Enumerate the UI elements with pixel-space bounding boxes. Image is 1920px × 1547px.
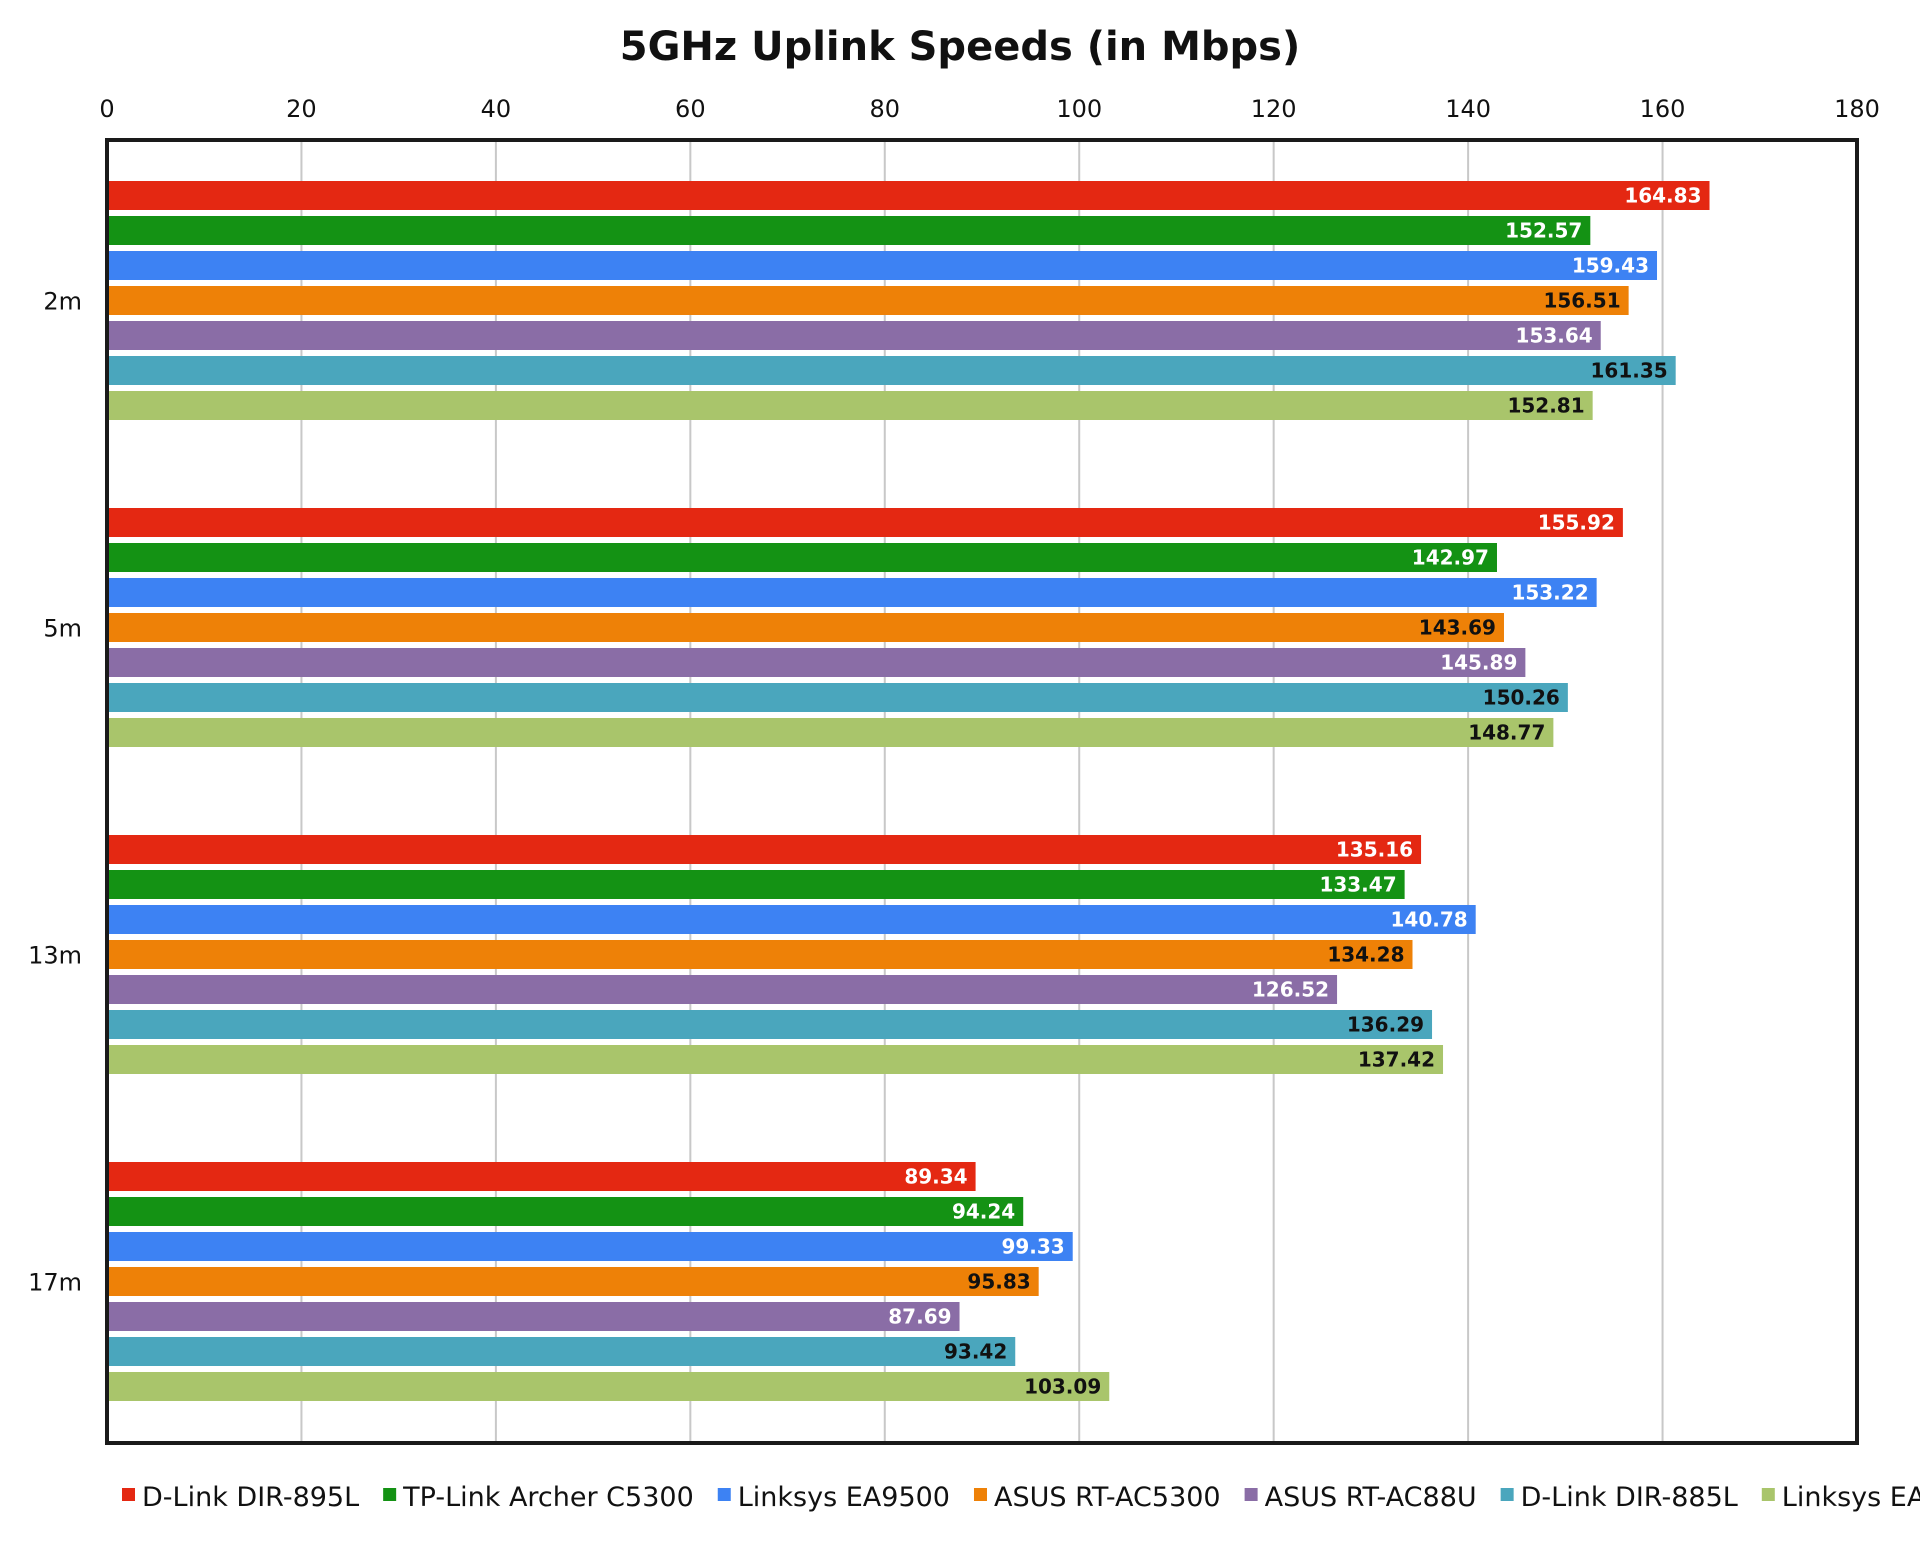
x-tick-label: 60 [675,95,706,123]
bar-value-label: 94.24 [952,1200,1015,1224]
bar [109,1010,1433,1039]
bar-value-label: 95.83 [967,1270,1030,1294]
bars: 164.83 152.57 159.43 156.51 153.64 161.35152.… [109,181,1710,1401]
bar [109,975,1338,1004]
bar-value-label: 155.92 [1538,511,1615,535]
bar [109,718,1554,747]
bar [109,1197,1024,1226]
bar-value-label: 164.83 [1624,184,1701,208]
x-axis-ticks: 0 20 40 60 80 100 120 140 160 180 [99,95,1880,123]
bar-value-label: 103.09 [1024,1375,1101,1399]
bar-value-label: 145.89 [1440,651,1517,675]
bar [109,216,1591,245]
bar-value-label: 135.16 [1336,838,1413,862]
bar [109,543,1497,572]
bar-value-label: 140.78 [1391,908,1468,932]
legend-swatch [122,1488,135,1501]
bar-value-label: 133.47 [1319,873,1396,897]
bar [109,1302,960,1331]
bar-value-label: 152.57 [1505,219,1582,243]
legend-entry: ASUS RT-AC5300 [994,1482,1221,1513]
bar [109,508,1623,537]
bar [109,356,1676,385]
bar-value-label: 136.29 [1347,1013,1424,1037]
legend: D-Link DIR-895L TP-Link Archer C5300 Links… [122,1482,1920,1513]
bar [109,1267,1039,1296]
category-label: 13m [28,942,82,970]
bar [109,835,1422,864]
bar-value-label: 89.34 [904,1165,967,1189]
legend-swatch [973,1488,987,1501]
legend-swatch [1761,1488,1775,1501]
legend-entry: D-Link DIR-895L [142,1482,359,1513]
bar-value-label: 159.43 [1572,254,1649,278]
bar [109,870,1405,899]
category-label: 5m [43,615,82,643]
category-label: 17m [28,1269,82,1297]
legend-entry: TP-Link Archer C5300 [402,1482,694,1513]
legend-swatch [717,1488,731,1501]
bar-value-label: 152.81 [1507,394,1584,418]
x-tick-label: 40 [481,95,512,123]
bar [109,1162,976,1191]
bar-value-label: 143.69 [1419,616,1496,640]
x-tick-label: 20 [286,95,317,123]
bar [109,321,1601,350]
legend-entry: ASUS RT-AC88U [1265,1482,1477,1513]
bar [109,251,1658,280]
x-tick-label: 140 [1445,95,1491,123]
plot-frame [105,138,1859,1445]
bar [109,1232,1073,1261]
category-label: 2m [43,288,82,316]
category-labels: 2m 5m 13m 17m [28,288,82,1297]
bar-value-label: 134.28 [1327,943,1404,967]
bar-value-label: 126.52 [1252,978,1329,1002]
bar-value-label: 142.97 [1412,546,1489,570]
bar-value-label: 153.22 [1511,581,1588,605]
legend-entry: D-Link DIR-885L [1521,1482,1738,1513]
x-tick-label: 120 [1251,95,1297,123]
legend-swatch [383,1488,397,1501]
bar-value-label: 153.64 [1516,324,1593,348]
bar [109,613,1504,642]
bar [109,683,1568,712]
bar-value-label: 161.35 [1590,359,1667,383]
bar [109,286,1629,315]
bar [109,1337,1016,1366]
bar-value-label: 150.26 [1483,686,1560,710]
x-tick-label: 100 [1056,95,1102,123]
bar [109,940,1413,969]
legend-swatch [1500,1488,1514,1501]
bar-value-label: 87.69 [888,1305,951,1329]
legend-swatch [1244,1488,1258,1501]
x-tick-label: 80 [870,95,901,123]
bar-value-label: 137.42 [1358,1048,1435,1072]
x-tick-label: 0 [99,95,114,123]
bar [109,1045,1444,1074]
legend-entry: Linksys EA9200 [1782,1482,1920,1513]
bar-value-label: 93.42 [944,1340,1007,1364]
chart-title: 5GHz Uplink Speeds (in Mbps) [620,24,1301,70]
bar [109,578,1597,607]
bar [109,648,1526,677]
bar [109,905,1476,934]
legend-entry: Linksys EA9500 [738,1482,950,1513]
bar-value-label: 156.51 [1543,289,1620,313]
bar-value-label: 148.77 [1468,721,1545,745]
bar [109,1372,1110,1401]
bar [109,181,1710,210]
x-tick-label: 160 [1640,95,1686,123]
x-tick-label: 180 [1834,95,1880,123]
bar-value-label: 99.33 [1001,1235,1064,1259]
bar [109,391,1593,420]
